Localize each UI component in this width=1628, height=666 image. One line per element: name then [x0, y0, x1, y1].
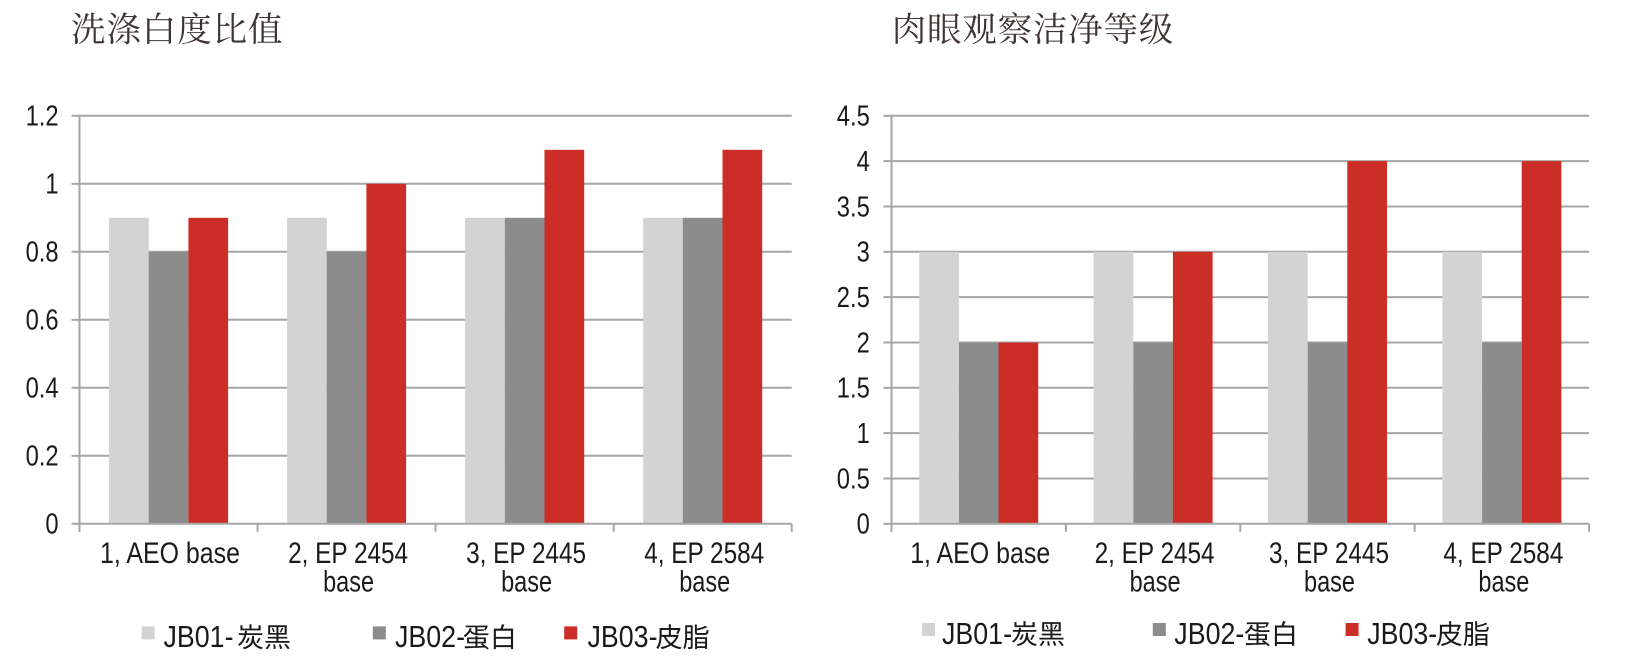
svg-text:base: base	[501, 566, 552, 599]
svg-text:JB02-: JB02-	[395, 619, 465, 654]
svg-text:2: 2	[857, 327, 870, 359]
svg-text:3, EP 2445: 3, EP 2445	[1269, 537, 1389, 570]
svg-text:0.5: 0.5	[837, 463, 870, 495]
svg-text:1: 1	[45, 169, 58, 201]
svg-text:2, EP 2454: 2, EP 2454	[1095, 537, 1215, 570]
svg-text:1, AEO base: 1, AEO base	[910, 537, 1050, 570]
svg-text:2, EP 2454: 2, EP 2454	[288, 537, 408, 570]
svg-text:4: 4	[857, 146, 870, 178]
svg-text:0: 0	[45, 509, 58, 541]
svg-text:4, EP 2584: 4, EP 2584	[644, 537, 764, 570]
svg-text:JB01-: JB01-	[942, 616, 1012, 651]
svg-text:base: base	[1478, 566, 1529, 599]
svg-text:3.5: 3.5	[837, 191, 870, 223]
svg-text:JB02-: JB02-	[1174, 616, 1244, 651]
svg-text:4, EP 2584: 4, EP 2584	[1443, 537, 1563, 570]
svg-text:base: base	[1304, 566, 1355, 599]
svg-text:0.2: 0.2	[26, 441, 59, 473]
svg-text:JB03-: JB03-	[1367, 616, 1437, 651]
svg-text:0: 0	[857, 509, 870, 541]
svg-text:3, EP 2445: 3, EP 2445	[466, 537, 586, 570]
svg-text:0.6: 0.6	[26, 305, 59, 337]
svg-text:base: base	[1130, 566, 1181, 599]
svg-text:1.2: 1.2	[26, 101, 59, 133]
svg-text:3: 3	[857, 237, 870, 269]
svg-text:1.5: 1.5	[837, 373, 870, 405]
svg-text:JB01-: JB01-	[164, 619, 234, 654]
svg-text:JB03-: JB03-	[588, 619, 658, 654]
svg-text:1, AEO base: 1, AEO base	[100, 537, 240, 570]
svg-text:base: base	[679, 566, 730, 599]
svg-text:0.4: 0.4	[26, 373, 59, 405]
svg-text:1: 1	[857, 418, 870, 450]
svg-text:2.5: 2.5	[837, 282, 870, 314]
svg-text:0.8: 0.8	[26, 237, 59, 269]
svg-text:4.5: 4.5	[837, 101, 870, 133]
svg-text:base: base	[323, 566, 374, 599]
